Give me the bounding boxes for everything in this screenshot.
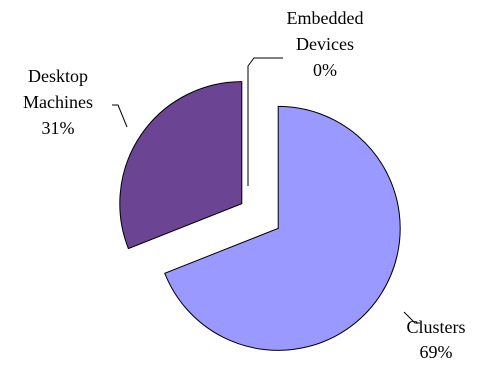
leader-line [403,311,420,324]
pie-slice-clusters [164,105,401,351]
leader-lines [112,57,420,324]
leader-line [247,57,283,186]
slice-label: Embedded [287,8,364,28]
slice-percent-label: 31% [42,118,75,138]
pie-slices [119,81,401,351]
pie-slice-desktop-machines [119,81,243,250]
leader-line [112,104,128,128]
slice-percent-label: 69% [420,342,453,362]
slice-label: Desktop [28,66,88,86]
slice-label: Clusters [406,317,465,337]
slice-label: Devices [296,34,354,54]
slice-percent-label: 0% [313,60,337,80]
slice-labels: Clusters 69% Desktop Machines 31% Embedded Dev… [23,8,466,362]
slice-label: Machines [23,92,93,112]
